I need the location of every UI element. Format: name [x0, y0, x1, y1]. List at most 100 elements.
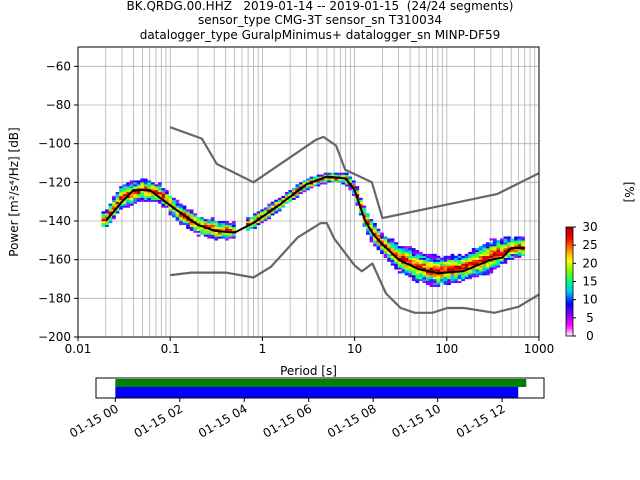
psd-density-cell — [200, 222, 205, 226]
psd-density-cell — [210, 230, 215, 233]
psd-density-cell — [425, 279, 430, 282]
psd-density-cell — [510, 242, 515, 245]
psd-density-cell — [387, 240, 391, 243]
psd-density-cell — [179, 207, 183, 210]
psd-density-cell — [383, 251, 388, 255]
psd-density-cell — [355, 192, 360, 195]
psd-density-cell — [394, 265, 398, 268]
psd-density-cell — [415, 280, 420, 284]
psd-density-cell — [309, 178, 314, 181]
psd-density-cell — [277, 199, 282, 202]
psd-density-cell — [172, 213, 176, 216]
psd-density-cell — [189, 213, 194, 216]
timeline-tick-label: 01-15 10 — [389, 401, 443, 440]
psd-density-cell — [383, 253, 388, 256]
psd-density-cell — [140, 186, 145, 189]
psd-density-cell — [387, 253, 391, 256]
psd-density-cell — [468, 265, 473, 268]
psd-density-cell — [362, 209, 367, 212]
psd-density-cell — [200, 226, 205, 229]
psd-density-cell — [147, 192, 152, 195]
psd-density-cell — [447, 273, 451, 276]
timeline-bar-0 — [115, 379, 527, 387]
psd-density-cell — [482, 265, 487, 268]
psd-density-cell — [471, 273, 476, 276]
psd-density-cell — [161, 192, 166, 195]
psd-density-cell — [147, 199, 152, 202]
psd-density-cell — [489, 269, 494, 272]
psd-density-cell — [454, 273, 458, 276]
psd-density-cell — [196, 217, 201, 220]
psd-density-cell — [387, 255, 391, 258]
psd-density-cell — [478, 273, 483, 276]
psd-density-cell — [415, 261, 420, 264]
psd-density-cell — [517, 244, 522, 247]
psd-density-cell — [478, 257, 483, 260]
psd-density-cell — [214, 238, 219, 241]
psd-density-cell — [175, 203, 180, 206]
psd-density-cell — [376, 228, 381, 231]
psd-density-cell — [150, 195, 155, 198]
psd-density-cell — [397, 251, 402, 255]
psd-density-cell — [115, 195, 120, 198]
psd-density-cell — [299, 192, 303, 195]
psd-density-cell — [468, 259, 473, 262]
psd-density-cell — [436, 259, 441, 262]
psd-density-cell — [411, 250, 416, 253]
psd-density-cell — [274, 211, 279, 214]
psd-density-cell — [253, 215, 257, 218]
psd-density-cell — [168, 195, 173, 198]
psd-density-cell — [154, 188, 159, 191]
psd-density-cell — [415, 279, 420, 282]
psd-density-cell — [411, 275, 416, 278]
psd-density-cell — [101, 219, 106, 222]
psd-density-cell — [521, 242, 525, 245]
psd-density-cell — [482, 263, 487, 266]
psd-density-cell — [165, 190, 169, 193]
psd-density-cell — [450, 279, 455, 282]
colorbar-segment — [566, 279, 573, 282]
psd-density-cell — [358, 203, 363, 206]
psd-density-cell — [313, 178, 317, 181]
psd-density-cell — [429, 273, 434, 276]
psd-density-cell — [193, 224, 197, 227]
psd-density-cell — [471, 248, 476, 251]
psd-density-cell — [119, 207, 123, 210]
psd-density-cell — [500, 251, 504, 255]
psd-density-cell — [468, 255, 473, 258]
psd-density-cell — [295, 184, 300, 187]
psd-density-cell — [105, 221, 109, 224]
psd-density-cell — [189, 211, 194, 214]
psd-density-cell — [500, 242, 504, 245]
colorbar-tick-label: 5 — [586, 311, 594, 325]
psd-density-cell — [507, 236, 511, 239]
psd-density-cell — [182, 217, 187, 220]
psd-density-cell — [425, 259, 430, 262]
psd-density-cell — [503, 255, 508, 258]
psd-density-cell — [471, 250, 476, 253]
psd-density-cell — [203, 219, 208, 222]
psd-density-cell — [105, 211, 109, 214]
psd-density-cell — [485, 273, 490, 276]
psd-density-cell — [485, 251, 490, 255]
colorbar-tick-label: 10 — [582, 293, 597, 307]
psd-density-cell — [284, 195, 289, 198]
psd-density-cell — [224, 236, 229, 239]
colorbar-segment — [566, 277, 573, 280]
psd-density-cell — [478, 250, 483, 253]
psd-density-cell — [436, 255, 441, 258]
psd-density-cell — [189, 215, 194, 218]
psd-density-cell — [404, 255, 409, 258]
psd-density-cell — [157, 186, 162, 189]
psd-density-cell — [401, 271, 406, 274]
psd-density-cell — [210, 236, 215, 239]
psd-density-cell — [196, 222, 201, 226]
psd-density-cell — [510, 244, 515, 247]
psd-density-cell — [214, 224, 219, 227]
psd-density-cell — [281, 195, 286, 198]
psd-density-cell — [450, 261, 455, 264]
psd-density-cell — [168, 207, 173, 210]
psd-density-cell — [390, 244, 395, 247]
psd-density-cell — [454, 263, 458, 266]
y-tick-label: −180 — [38, 291, 71, 305]
